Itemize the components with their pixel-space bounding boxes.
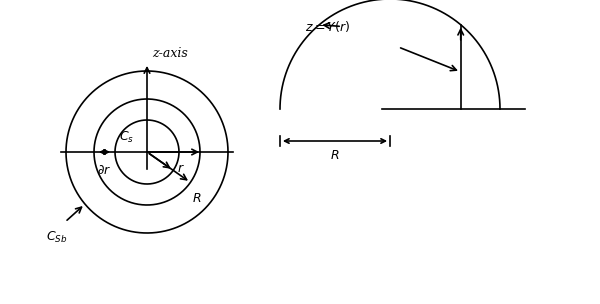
Text: $C_{Sb}$: $C_{Sb}$ (46, 230, 68, 245)
Text: $R$: $R$ (193, 192, 202, 206)
Text: $r$: $r$ (177, 162, 185, 175)
Text: $C_s$: $C_s$ (119, 130, 134, 144)
Text: $z = Y(r)$: $z = Y(r)$ (305, 19, 350, 34)
Text: z-axis: z-axis (152, 47, 188, 60)
Text: $\partial r$: $\partial r$ (97, 164, 112, 177)
Text: $R$: $R$ (330, 149, 340, 162)
